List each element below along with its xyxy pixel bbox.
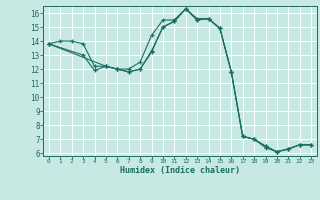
X-axis label: Humidex (Indice chaleur): Humidex (Indice chaleur) — [120, 166, 240, 175]
